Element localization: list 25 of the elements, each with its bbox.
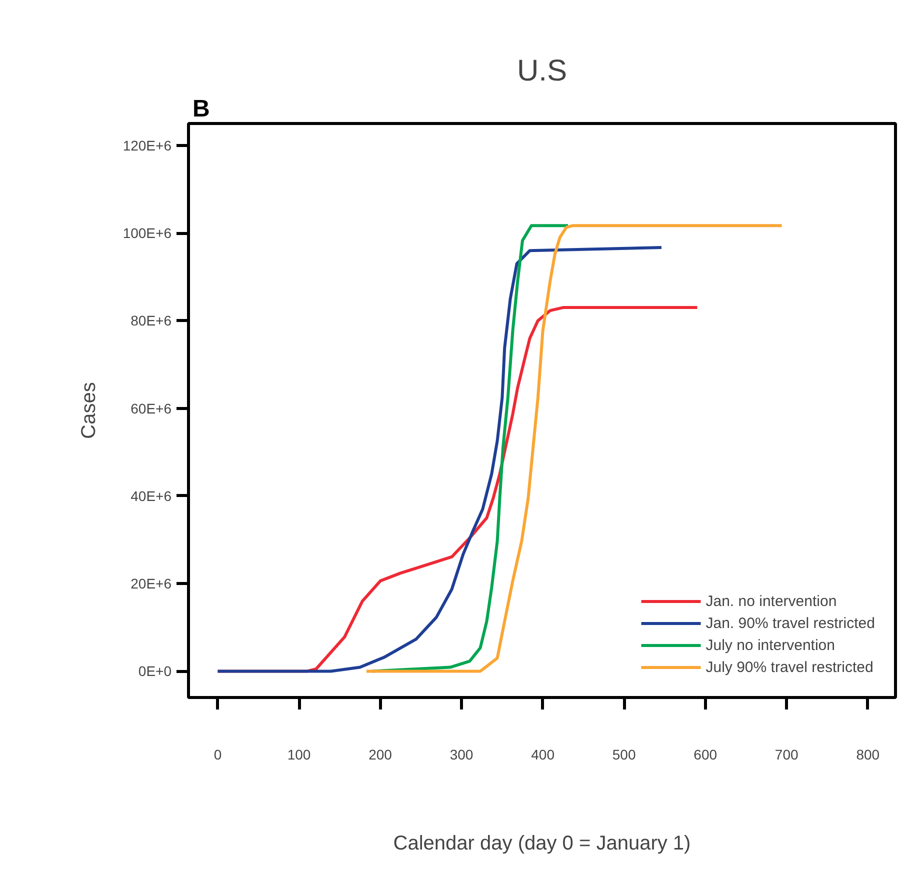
- y-tick-label: 60E+6: [130, 400, 172, 416]
- x-tick-label: 400: [531, 746, 555, 762]
- y-tick-label: 120E+6: [122, 137, 172, 154]
- y-tick-label: 20E+6: [130, 576, 172, 592]
- x-tick-label: 100: [287, 746, 311, 762]
- x-tick-label: 600: [694, 746, 718, 762]
- x-tick-label: 700: [774, 746, 798, 762]
- x-tick-label: 200: [368, 746, 392, 762]
- legend-label: July no intervention: [706, 636, 835, 654]
- x-axis-title: Calendar day (day 0 = January 1): [393, 832, 691, 854]
- line-series: [216, 246, 663, 673]
- legend-label: Jan. 90% travel restricted: [706, 614, 875, 632]
- x-tick-label: 500: [612, 746, 636, 762]
- y-tick-label: 0E+0: [138, 663, 172, 680]
- legend-label: Jan. no intervention: [706, 592, 837, 610]
- y-tick-label: 100E+6: [122, 225, 172, 242]
- text: B: [192, 96, 210, 122]
- y-tick-label: 40E+6: [130, 488, 172, 504]
- legend-label: July 90% travel restricted: [706, 658, 874, 676]
- x-tick-label: 800: [856, 746, 880, 762]
- y-axis-title: Cases: [78, 382, 100, 439]
- x-tick-label: 0: [214, 746, 222, 762]
- y-tick-label: 80E+6: [130, 312, 172, 329]
- x-tick-label: 300: [450, 746, 474, 762]
- chart-title: U.S: [516, 54, 568, 88]
